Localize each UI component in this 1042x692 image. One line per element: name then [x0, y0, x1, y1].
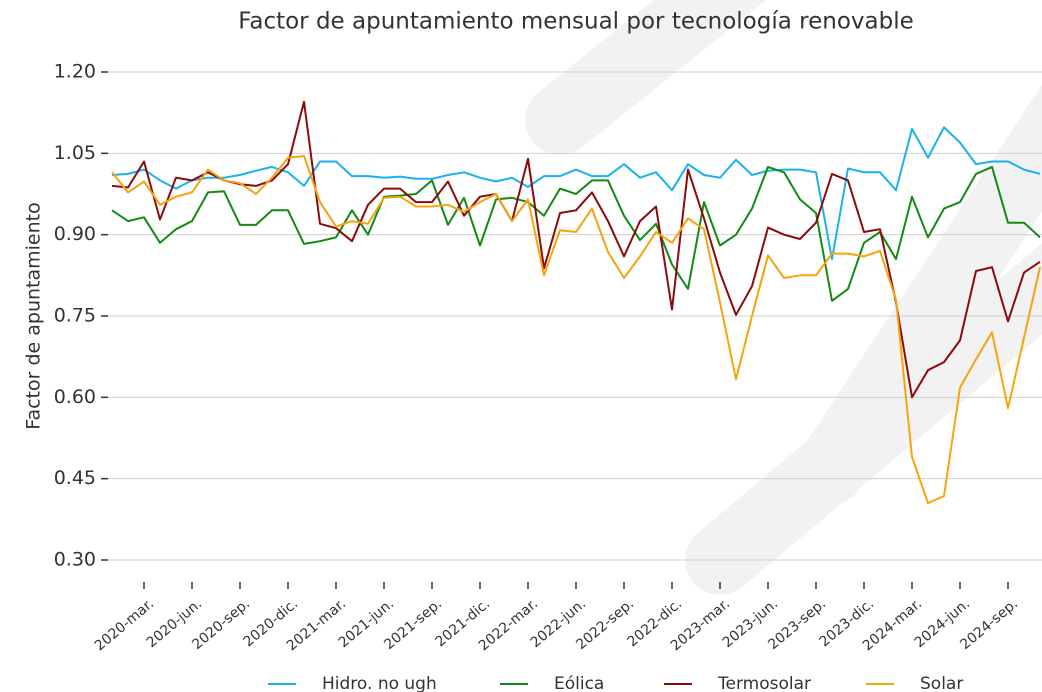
y-tick-label: 0.30	[54, 549, 96, 571]
legend-label: Termosolar	[717, 674, 811, 692]
legend-label: Solar	[920, 674, 963, 692]
legend-label: Hidro. no ugh	[322, 674, 437, 692]
y-tick-label: 1.05	[54, 142, 96, 164]
y-tick-label: 0.90	[54, 223, 96, 245]
y-tick-label: 0.75	[54, 305, 96, 327]
data-line	[111, 126, 1041, 261]
y-tick-label: 0.60	[54, 386, 96, 408]
data-line	[111, 165, 1041, 302]
y-tick-label: 0.45	[54, 467, 96, 489]
legend-label: Eólica	[554, 674, 604, 692]
x-tick-label: 2020-mar.	[92, 596, 157, 654]
data-line	[111, 155, 1041, 505]
background-decoration	[525, 0, 1042, 595]
y-tick-label: 1.20	[54, 61, 96, 83]
chart-title: Factor de apuntamiento mensual por tecno…	[238, 9, 914, 35]
y-axis-label: Factor de apuntamiento	[23, 202, 45, 429]
